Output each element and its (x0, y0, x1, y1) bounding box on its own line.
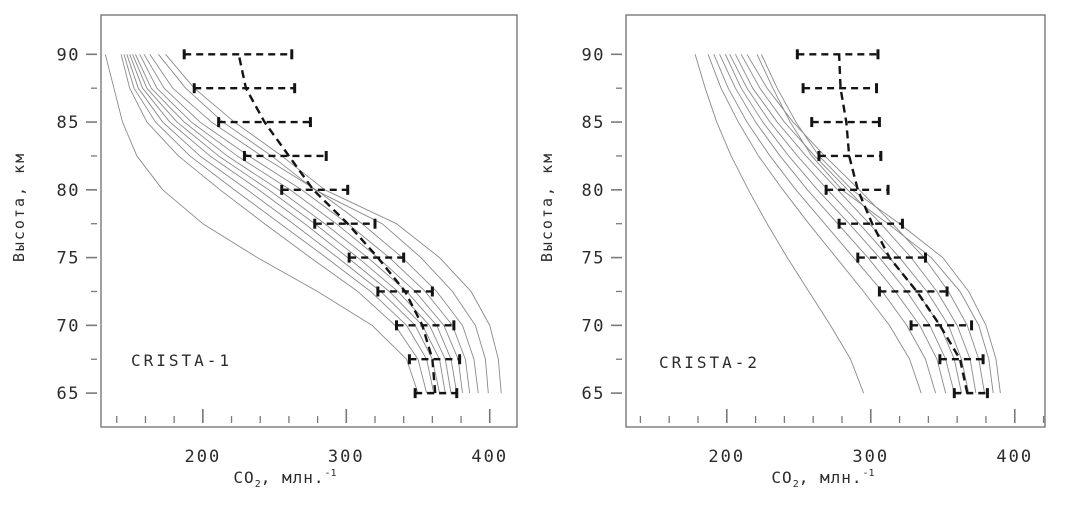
plot-box (625, 14, 1046, 428)
y-tick-label: 65 (57, 384, 80, 404)
x-tick-label: 300 (852, 447, 889, 467)
individual-profile-line (123, 54, 435, 394)
panel-label-crista-2: CRISTA-2 (659, 353, 761, 372)
individual-profile-line (139, 54, 463, 394)
individual-profile-line (132, 54, 452, 394)
y-tick-label: 80 (57, 181, 80, 201)
x-axis-title-crista-1: CO2, млн.-1 (185, 468, 385, 490)
y-tick-label: 90 (582, 45, 605, 65)
y-tick-label: 90 (57, 45, 80, 65)
x-tick-label: 200 (708, 447, 745, 467)
y-tick-label: 75 (582, 249, 605, 269)
y-tick-label: 85 (57, 113, 80, 133)
individual-profile-line (729, 54, 962, 394)
mean-profile-line (837, 54, 969, 394)
x-tick-label: 300 (328, 447, 365, 467)
individual-profile-line (120, 54, 428, 394)
individual-profile-line (143, 54, 471, 394)
x-title-units: , млн. (798, 468, 863, 487)
y-tick-label: 75 (57, 249, 80, 269)
y-axis-title-crista-1: Высота, км (10, 151, 28, 263)
x-tick-label: 200 (184, 447, 221, 467)
individual-profile-line (740, 54, 977, 394)
panel-label-crista-1: CRISTA-1 (131, 351, 233, 370)
y-tick-label: 70 (57, 316, 80, 336)
individual-profile-line (724, 54, 955, 394)
individual-profile-line (104, 54, 419, 394)
plot-box (100, 14, 518, 428)
x-title-superscript: -1 (862, 468, 875, 479)
individual-profile-line (707, 54, 922, 394)
mean-profile-line (237, 54, 437, 394)
individual-profile-line (756, 54, 994, 394)
x-title-subscript: 2 (254, 479, 261, 490)
y-tick-label: 80 (582, 181, 605, 201)
x-title-main: CO (771, 468, 793, 487)
x-tick-label: 400 (996, 447, 1033, 467)
y-tick-label: 70 (582, 316, 605, 336)
individual-profile-line (165, 54, 502, 394)
x-title-main: CO (233, 468, 255, 487)
x-tick-label: 400 (471, 447, 508, 467)
x-title-units: , млн. (260, 468, 325, 487)
x-title-superscript: -1 (324, 468, 337, 479)
x-title-subscript: 2 (792, 479, 799, 490)
x-axis-title-crista-2: CO2, млн.-1 (723, 468, 923, 490)
individual-profile-line (158, 54, 489, 394)
individual-profile-line (126, 54, 440, 394)
y-tick-label: 85 (582, 113, 605, 133)
individual-profile-line (719, 54, 947, 394)
individual-profile-line (694, 54, 864, 394)
y-tick-label: 65 (582, 384, 605, 404)
individual-profile-line (129, 54, 446, 394)
individual-profile-line (713, 54, 937, 394)
y-axis-title-crista-2: Высота, км (538, 151, 556, 263)
individual-profile-line (149, 54, 479, 394)
individual-profile-line (135, 54, 458, 394)
